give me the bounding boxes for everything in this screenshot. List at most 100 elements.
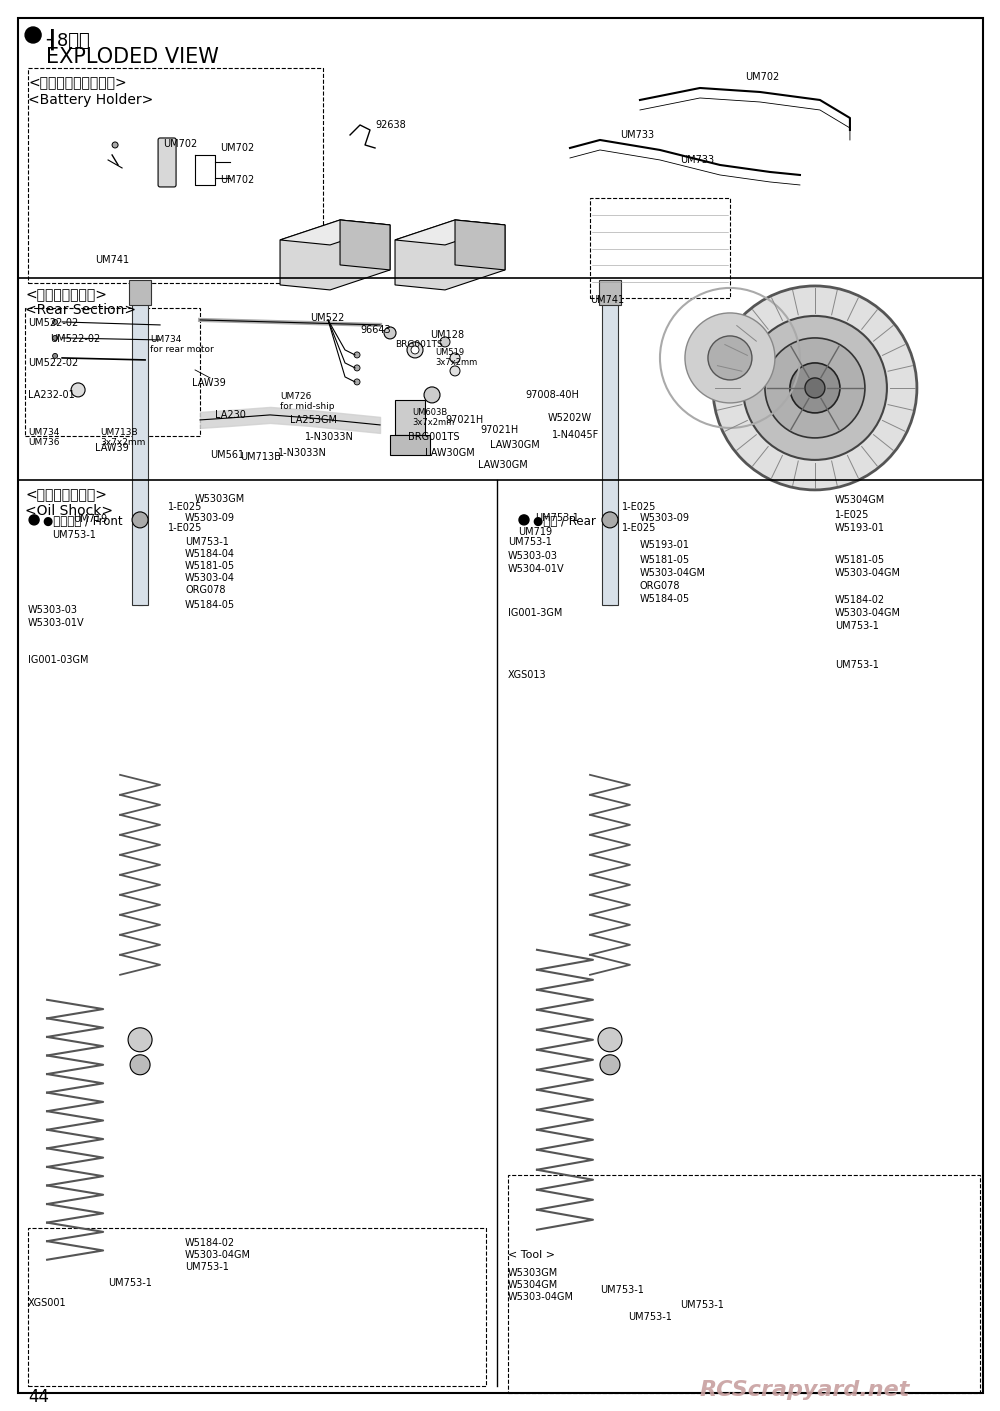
Text: W5184-02: W5184-02: [835, 595, 885, 605]
Text: W5193-01: W5193-01: [640, 540, 690, 550]
Circle shape: [598, 1027, 622, 1051]
Circle shape: [384, 327, 396, 339]
Text: UM753-1: UM753-1: [185, 538, 229, 547]
Text: 1-E025: 1-E025: [622, 502, 656, 512]
Text: <Oil Shock>: <Oil Shock>: [25, 504, 113, 518]
Text: UM733: UM733: [620, 130, 654, 140]
Circle shape: [440, 337, 450, 347]
Text: W5303-04GM: W5303-04GM: [185, 1250, 251, 1260]
Text: <Battery Holder>: <Battery Holder>: [28, 93, 153, 107]
Circle shape: [450, 353, 460, 363]
Circle shape: [790, 363, 840, 413]
Text: W5303-03: W5303-03: [508, 550, 558, 562]
Text: W5304GM: W5304GM: [835, 495, 885, 505]
Bar: [395, 399, 425, 435]
Circle shape: [424, 387, 440, 404]
Text: <オイルダンパー>: <オイルダンパー>: [25, 488, 107, 502]
Text: UM753-1: UM753-1: [835, 621, 879, 631]
Circle shape: [743, 316, 887, 460]
Text: W5304GM: W5304GM: [508, 1280, 558, 1290]
Polygon shape: [340, 220, 390, 270]
Text: W5303-04: W5303-04: [185, 573, 235, 583]
Text: UM522: UM522: [310, 313, 344, 323]
Text: UM522-02: UM522-02: [28, 358, 78, 368]
Circle shape: [132, 512, 148, 528]
Text: W5303-04GM: W5303-04GM: [835, 608, 901, 618]
Circle shape: [354, 380, 360, 385]
Bar: [590, 198, 730, 298]
Text: 97021H: 97021H: [480, 425, 518, 435]
Text: UM702: UM702: [163, 138, 197, 150]
Text: BRG001TS: BRG001TS: [408, 432, 460, 442]
Text: ●リヤ / Rear: ●リヤ / Rear: [533, 515, 596, 528]
Circle shape: [29, 515, 39, 525]
Text: 97021H: 97021H: [445, 415, 483, 425]
Circle shape: [354, 351, 360, 358]
Bar: [508, 1175, 980, 1393]
Text: LAW30GM: LAW30GM: [478, 460, 528, 470]
Text: ●フロント / Front: ●フロント / Front: [43, 515, 123, 528]
Polygon shape: [395, 220, 505, 246]
Text: <Rear Section>: <Rear Section>: [25, 303, 136, 317]
Text: W5303-04GM: W5303-04GM: [508, 1291, 574, 1302]
Circle shape: [53, 353, 58, 358]
Bar: [602, 301, 618, 605]
Text: W5202W: W5202W: [548, 413, 592, 423]
Text: UM713B
3x7x2mm: UM713B 3x7x2mm: [100, 428, 145, 447]
Text: UM753-1: UM753-1: [508, 538, 552, 547]
Bar: [28, 68, 323, 284]
Text: LAW39: LAW39: [192, 378, 226, 388]
Text: ┨8解図: ┨8解図: [46, 30, 90, 51]
Text: 1-E025: 1-E025: [835, 509, 869, 519]
Polygon shape: [280, 220, 390, 246]
Text: XGS013: XGS013: [508, 670, 547, 680]
Text: UM734
UM736: UM734 UM736: [28, 428, 60, 447]
Text: ORG078: ORG078: [640, 581, 680, 591]
Circle shape: [600, 1055, 620, 1075]
Text: 1-N3033N: 1-N3033N: [278, 447, 327, 459]
Text: UM753-1: UM753-1: [680, 1300, 724, 1309]
Text: ORG078: ORG078: [185, 586, 226, 595]
Text: W5184-05: W5184-05: [640, 594, 690, 604]
Text: W5304-01V: W5304-01V: [508, 564, 565, 574]
Text: W5303GM: W5303GM: [195, 494, 245, 504]
Text: W5181-05: W5181-05: [640, 555, 690, 564]
Text: 1-N4045F: 1-N4045F: [552, 430, 599, 440]
Text: UM753-1: UM753-1: [600, 1285, 644, 1295]
Text: IG001-3GM: IG001-3GM: [508, 608, 562, 618]
Text: UM753-1: UM753-1: [108, 1278, 152, 1288]
Text: UM702: UM702: [220, 175, 254, 185]
Text: W5184-04: W5184-04: [185, 549, 235, 559]
Text: W5184-05: W5184-05: [185, 600, 235, 610]
Text: UM733: UM733: [680, 155, 714, 165]
Text: W5303-03: W5303-03: [28, 605, 78, 615]
Text: UM726
for mid-ship: UM726 for mid-ship: [280, 392, 335, 412]
Text: UM702: UM702: [745, 72, 779, 82]
Text: XGS001: XGS001: [28, 1298, 67, 1308]
FancyBboxPatch shape: [158, 138, 176, 188]
Text: LA253GM: LA253GM: [290, 415, 337, 425]
Text: 1-N3033N: 1-N3033N: [305, 432, 354, 442]
Text: UM522-02: UM522-02: [28, 317, 78, 327]
Text: 92638: 92638: [375, 120, 406, 130]
Circle shape: [25, 27, 41, 42]
Circle shape: [411, 346, 419, 354]
Text: LA230: LA230: [215, 411, 246, 420]
Text: W5303-09: W5303-09: [185, 512, 235, 523]
Circle shape: [765, 337, 865, 437]
Bar: [28, 1228, 486, 1386]
Text: 1-E025: 1-E025: [622, 523, 656, 533]
Text: 97008-40H: 97008-40H: [525, 389, 579, 399]
Text: 44: 44: [28, 1387, 49, 1405]
Circle shape: [53, 336, 58, 340]
Bar: [599, 279, 621, 305]
Circle shape: [602, 512, 618, 528]
Text: BRG001TS: BRG001TS: [395, 340, 443, 349]
Text: W5303-04GM: W5303-04GM: [835, 567, 901, 579]
Text: W5303-09: W5303-09: [640, 512, 690, 523]
Text: LAW30GM: LAW30GM: [425, 447, 475, 459]
Text: UM702: UM702: [220, 143, 254, 152]
Text: UM719: UM719: [73, 514, 107, 523]
Circle shape: [708, 336, 752, 380]
Text: UM719: UM719: [518, 526, 552, 538]
